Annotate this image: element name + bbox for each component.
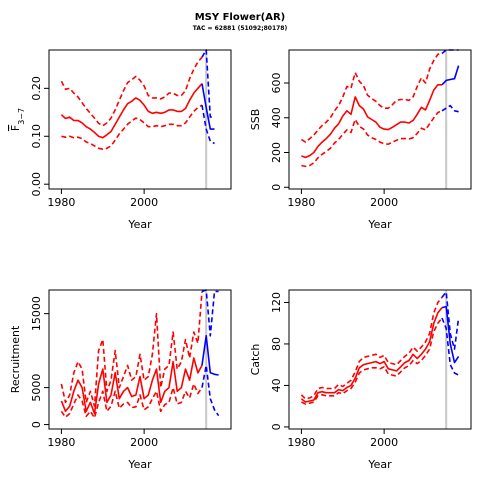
- recruitment-yaxis-label: Recruitment: [9, 325, 22, 393]
- panel-f: 1980 2000 0.00 0.10 0.20 Year F3−7: [9, 49, 232, 231]
- f-yaxis-label: F3−7: [9, 108, 26, 131]
- catch-historic-upper-line: [300, 296, 443, 400]
- f-plot-frame: [48, 49, 232, 190]
- f-projection-upper-line: [201, 49, 215, 118]
- recruitment-ytick-label-1: 5000: [30, 374, 43, 402]
- panel-catch: 1980 2000 0 40 80 120 Year Catch: [249, 289, 472, 471]
- recruitment-plot-frame: [48, 289, 232, 430]
- ssb-projection-median-line: [441, 65, 460, 86]
- catch-ytick-label-2: 80: [270, 337, 283, 351]
- ssb-xaxis-label: Year: [367, 218, 392, 231]
- ssb-historic-lower-line: [301, 110, 443, 168]
- catch-projection-median-line: [441, 305, 460, 364]
- catch-xaxis-label: Year: [367, 458, 392, 471]
- f-projection-median-line: [201, 83, 215, 130]
- catch-xtick-label-0: 1980: [287, 436, 315, 449]
- recruitment-ytick-label-0: 0: [30, 421, 43, 428]
- catch-projection-upper-line: [441, 291, 460, 350]
- f-projection-lower-line: [201, 104, 215, 145]
- f-ytick-label-2: 0.20: [30, 76, 43, 101]
- f-xaxis-label: Year: [127, 218, 152, 231]
- catch-yaxis-label: Catch: [249, 344, 262, 376]
- catch-plot-frame: [288, 289, 472, 430]
- catch-xtick-label-1: 2000: [370, 436, 398, 449]
- ssb-projection-lower-line: [441, 104, 459, 113]
- figure-title: MSY Flower(AR): [195, 12, 286, 23]
- f-historic-lower-line: [61, 104, 203, 150]
- catch-historic-lower-line: [301, 317, 443, 405]
- ssb-plot-frame: [288, 49, 472, 190]
- recruitment-xtick-label-1: 2000: [130, 436, 158, 449]
- f-xtick-label-1: 2000: [130, 196, 158, 209]
- catch-historic-median-line: [300, 307, 443, 403]
- f-ytick-label-1: 0.10: [30, 124, 43, 149]
- recruitment-xtick-label-0: 1980: [47, 436, 75, 449]
- ssb-projection-upper-line: [441, 49, 459, 55]
- ssb-xtick-label-0: 1980: [287, 196, 315, 209]
- recruitment-projection-median-line: [201, 334, 219, 376]
- f-xtick-label-0: 1980: [47, 196, 75, 209]
- recruitment-projection-upper-line: [201, 289, 219, 337]
- recruitment-projection-lower-line: [201, 364, 220, 417]
- ssb-historic-median-line: [301, 84, 442, 159]
- catch-projection-lower-line: [441, 317, 459, 376]
- catch-ytick-label-1: 40: [270, 378, 283, 392]
- f-ytick-label-0: 0.00: [30, 172, 43, 197]
- f-historic-upper-line: [60, 56, 203, 127]
- panel-ssb: 1980 2000 0 200 400 600 Year SSB: [249, 49, 472, 231]
- recruitment-historic-median-line: [60, 357, 203, 415]
- f-historic-median-line: [60, 83, 203, 139]
- recruitment-historic-lower-line: [60, 383, 203, 419]
- ssb-ytick-label-3: 600: [270, 73, 283, 94]
- recruitment-historic-upper-line: [60, 291, 203, 407]
- recruitment-xaxis-label: Year: [127, 458, 152, 471]
- ssb-xtick-label-1: 2000: [370, 196, 398, 209]
- catch-ytick-label-0: 0: [270, 423, 283, 430]
- f-yaxis-label-main: F: [9, 125, 22, 131]
- ssb-yaxis-label: SSB: [249, 109, 262, 131]
- ssb-ytick-label-2: 400: [270, 107, 283, 128]
- figure-subtitle: TAC = 62881 (51092;80178): [193, 25, 288, 32]
- ssb-ytick-label-1: 200: [270, 142, 283, 163]
- catch-ytick-label-3: 120: [270, 292, 283, 313]
- f-yaxis-label-sub: 3−7: [17, 108, 26, 125]
- ssb-ytick-label-0: 0: [270, 184, 283, 191]
- panel-recruitment: 1980 2000 0 5000 15000 Year Recruitment: [9, 289, 232, 471]
- recruitment-ytick-label-2: 15000: [30, 296, 43, 331]
